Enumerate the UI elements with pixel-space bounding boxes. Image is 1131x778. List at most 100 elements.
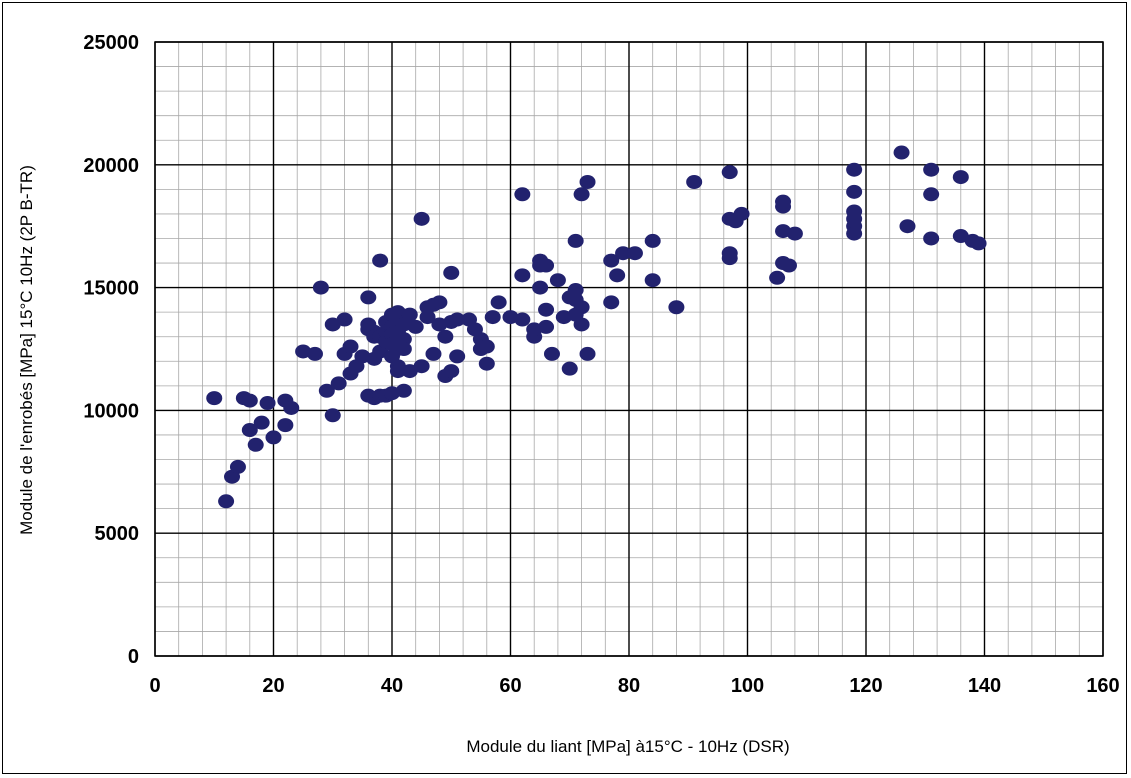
data-point [324,317,341,332]
data-point [561,361,578,376]
data-point [573,317,590,332]
x-tick-label: 0 [149,675,160,697]
data-point [893,145,910,160]
data-point [413,359,430,374]
data-point [283,400,300,415]
data-point [846,226,863,241]
y-tick-label: 25000 [83,32,139,54]
data-point [538,258,555,273]
data-point [395,332,412,347]
x-tick-label: 60 [499,675,521,697]
data-point [769,270,786,285]
data-point [413,211,430,226]
data-point [846,184,863,199]
data-point [336,312,353,327]
data-point [923,162,940,177]
data-point [241,423,258,438]
data-point [609,268,626,283]
data-point [626,246,643,261]
y-tick-label: 0 [128,646,139,668]
y-axis-tick-labels: 0 5000 10000 15000 20000 25000 [83,32,139,668]
data-point [312,280,329,295]
data-point [733,206,750,221]
data-point [786,226,803,241]
data-point [615,246,632,261]
data-point [970,236,987,251]
x-axis-title: Module du liant [MPa] à15°C - 10Hz (DSR) [466,737,789,756]
data-point [579,174,596,189]
data-point [395,342,412,356]
data-point [437,329,454,344]
data-point [923,187,940,202]
data-point [401,364,418,379]
x-tick-label: 160 [1086,675,1119,697]
data-point [514,268,531,283]
data-point [538,319,555,334]
data-point [360,290,377,305]
data-point [431,295,448,310]
x-axis-tick-labels: 0 20 40 60 80 100 120 140 160 [149,675,1119,697]
data-point [407,319,424,334]
data-point [218,494,235,509]
data-point [514,187,531,202]
data-point [241,393,258,408]
data-point [567,283,584,298]
data-point [372,253,389,268]
data-point [780,258,797,273]
data-point [247,437,264,452]
data-point [686,174,703,189]
data-point [330,376,347,391]
data-point [229,459,246,474]
data-point [579,346,596,361]
data-point [573,187,590,202]
data-point [265,430,282,445]
data-point [478,356,495,371]
x-tick-label: 120 [849,675,882,697]
data-point [324,408,341,423]
data-point [259,396,276,411]
y-axis-title: Module de l'enrobés [MPa] 15°C 10Hz (2P … [17,165,36,535]
data-point [277,418,294,433]
data-point [721,165,738,180]
data-points [206,145,987,509]
plot-area-border [154,41,1104,657]
x-tick-label: 140 [968,675,1001,697]
y-tick-label: 20000 [83,155,139,177]
data-point [306,346,323,361]
x-tick-label: 100 [731,675,764,697]
data-point [318,383,335,398]
data-point [721,251,738,266]
x-tick-label: 40 [381,675,403,697]
y-tick-label: 15000 [83,278,139,300]
data-point [449,312,466,327]
data-point [443,265,460,280]
data-point [253,415,270,430]
data-point [668,300,685,315]
data-point [543,346,560,361]
data-point [952,170,969,185]
data-point [419,310,436,325]
data-point [644,233,661,248]
data-point [567,233,584,248]
data-point [923,231,940,246]
data-point [449,349,466,364]
data-point [899,219,916,234]
data-point [395,383,412,398]
y-tick-label: 10000 [83,400,139,422]
data-point [644,273,661,288]
data-point [425,346,442,361]
data-point [952,229,969,244]
data-point [443,364,460,379]
data-point [478,339,495,354]
data-point [206,391,223,406]
data-point [775,194,792,209]
data-point [389,364,406,379]
data-point [532,280,549,295]
data-point [846,162,863,177]
data-point [603,253,620,268]
data-point [484,310,501,325]
x-tick-label: 80 [618,675,640,697]
data-point [538,302,555,317]
